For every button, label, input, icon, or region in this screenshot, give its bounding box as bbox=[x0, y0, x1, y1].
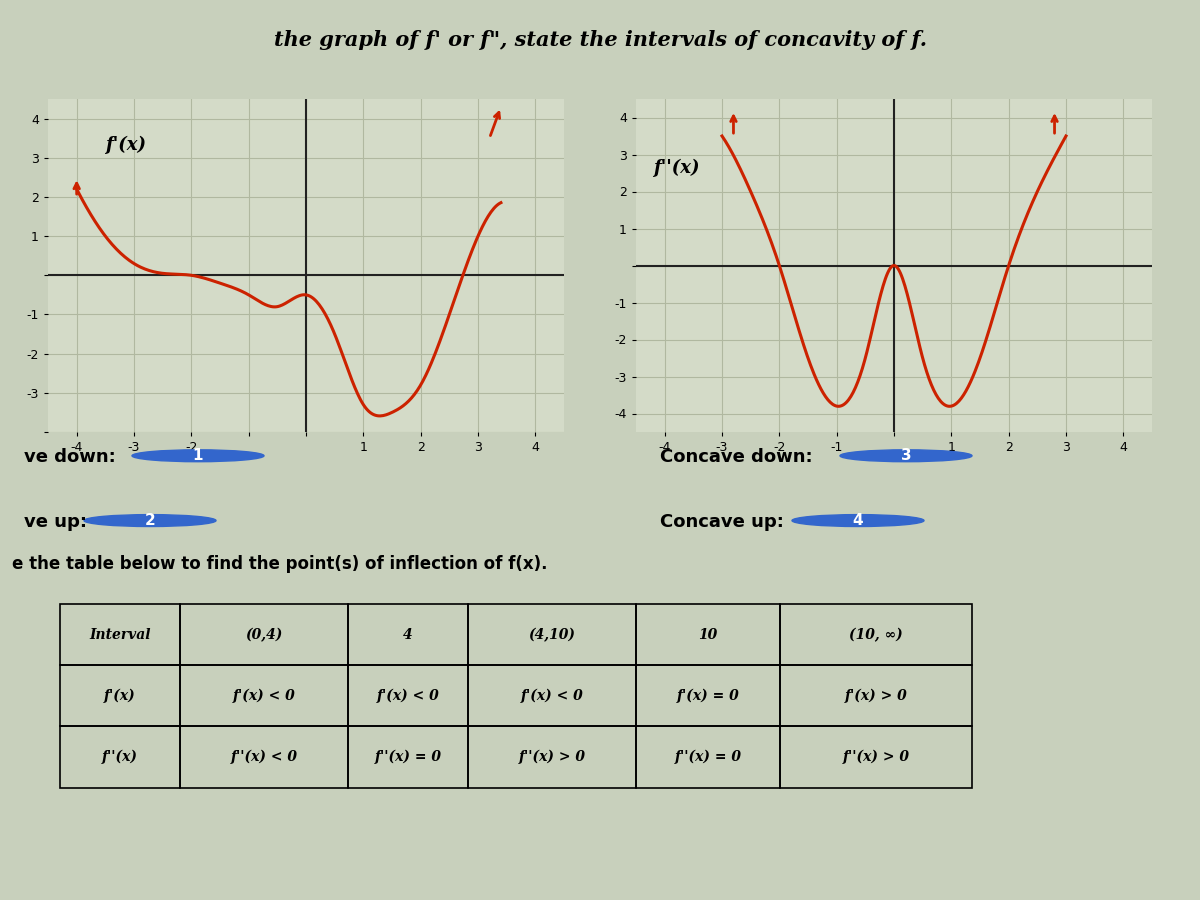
Text: Interval: Interval bbox=[89, 627, 151, 642]
Text: f'(x) < 0: f'(x) < 0 bbox=[377, 688, 439, 703]
Bar bbox=[348, 665, 468, 726]
Bar bbox=[60, 665, 180, 726]
Text: (4,10): (4,10) bbox=[528, 627, 576, 642]
Text: f''(x) = 0: f''(x) = 0 bbox=[674, 750, 742, 764]
Circle shape bbox=[792, 515, 924, 526]
Text: Concave down:: Concave down: bbox=[660, 448, 812, 466]
Text: (10, ∞): (10, ∞) bbox=[850, 627, 902, 642]
Text: f''(x) > 0: f''(x) > 0 bbox=[518, 750, 586, 764]
Text: f''(x): f''(x) bbox=[102, 750, 138, 764]
Bar bbox=[180, 665, 348, 726]
Bar bbox=[348, 604, 468, 665]
Text: 10: 10 bbox=[698, 627, 718, 642]
Text: f'(x) < 0: f'(x) < 0 bbox=[521, 688, 583, 703]
Text: 4: 4 bbox=[853, 513, 863, 528]
Bar bbox=[636, 726, 780, 788]
Text: f'(x): f'(x) bbox=[106, 136, 146, 154]
Text: f'(x) = 0: f'(x) = 0 bbox=[677, 688, 739, 703]
Text: ve up:: ve up: bbox=[24, 513, 88, 531]
Bar bbox=[468, 665, 636, 726]
Text: f''(x) = 0: f''(x) = 0 bbox=[374, 750, 442, 764]
Bar bbox=[780, 726, 972, 788]
Bar bbox=[780, 604, 972, 665]
Text: ve down:: ve down: bbox=[24, 448, 115, 466]
Text: e the table below to find the point(s) of inflection of f(x).: e the table below to find the point(s) o… bbox=[12, 555, 547, 573]
Text: f'(x) > 0: f'(x) > 0 bbox=[845, 688, 907, 703]
Bar bbox=[636, 665, 780, 726]
Text: 2: 2 bbox=[145, 513, 155, 528]
Text: 4: 4 bbox=[403, 627, 413, 642]
Text: f'(x) < 0: f'(x) < 0 bbox=[233, 688, 295, 703]
Bar bbox=[468, 604, 636, 665]
Circle shape bbox=[84, 515, 216, 526]
Bar bbox=[60, 726, 180, 788]
Bar bbox=[636, 604, 780, 665]
Text: f'(x): f'(x) bbox=[104, 688, 136, 703]
Text: f''(x): f''(x) bbox=[653, 158, 700, 177]
Text: (0,4): (0,4) bbox=[245, 627, 283, 642]
Text: Concave up:: Concave up: bbox=[660, 513, 784, 531]
Text: the graph of f' or f", state the intervals of concavity of f.: the graph of f' or f", state the interva… bbox=[274, 31, 926, 50]
Text: 1: 1 bbox=[193, 448, 203, 464]
Circle shape bbox=[132, 450, 264, 462]
Text: 3: 3 bbox=[901, 448, 911, 464]
Bar bbox=[348, 726, 468, 788]
Bar bbox=[180, 604, 348, 665]
Bar bbox=[60, 604, 180, 665]
Text: f''(x) < 0: f''(x) < 0 bbox=[230, 750, 298, 764]
Text: f''(x) > 0: f''(x) > 0 bbox=[842, 750, 910, 764]
Bar bbox=[468, 726, 636, 788]
Bar bbox=[780, 665, 972, 726]
Circle shape bbox=[840, 450, 972, 462]
Bar bbox=[180, 726, 348, 788]
